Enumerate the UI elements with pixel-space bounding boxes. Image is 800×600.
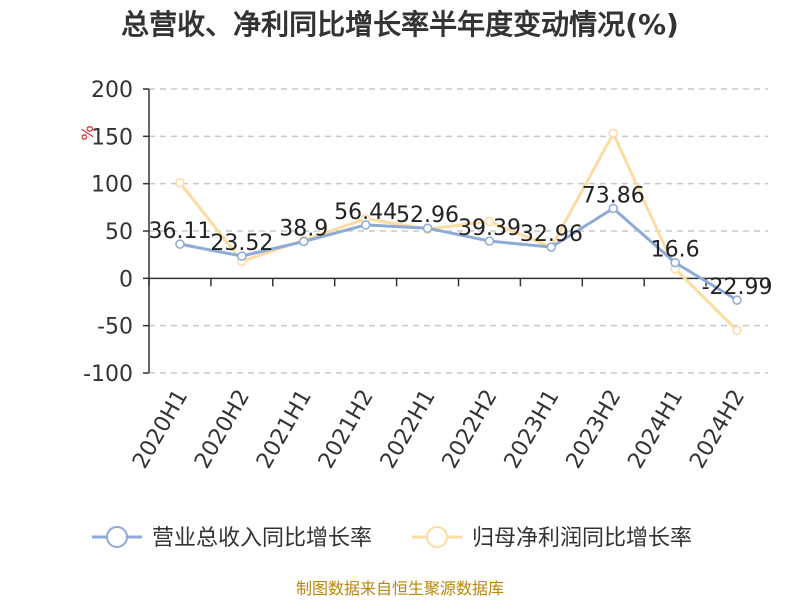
y-tick-label: 0 bbox=[119, 267, 133, 292]
series-1-point bbox=[484, 216, 495, 227]
series-0-point bbox=[422, 223, 433, 233]
data-label: 16.6 bbox=[651, 238, 700, 263]
x-tick-label: 2024H1 bbox=[623, 386, 688, 473]
y-tick-label: 150 bbox=[91, 125, 133, 150]
series-0-point bbox=[360, 220, 371, 230]
chart-title: 总营收、净利同比增长率半年度变动情况(%) bbox=[121, 8, 679, 41]
x-tick-label: 2022H2 bbox=[438, 386, 503, 473]
series-line-1 bbox=[178, 131, 739, 332]
source-note: 制图数据来自恒生聚源数据库 bbox=[296, 579, 504, 598]
legend-item-revenue[interactable]: 营业总收入同比增长率 bbox=[92, 526, 372, 551]
y-tick-label: -50 bbox=[97, 315, 133, 340]
series-0-point bbox=[732, 295, 742, 305]
legend-item-net-profit[interactable]: 归母净利润同比增长率 bbox=[412, 526, 692, 551]
x-tick-label: 2023H2 bbox=[562, 386, 627, 473]
y-tick-label: 100 bbox=[91, 173, 133, 198]
x-tick-label: 2021H1 bbox=[252, 386, 317, 473]
y-tick-label: 50 bbox=[105, 220, 133, 245]
data-label: 36.11 bbox=[148, 219, 211, 244]
legend-net-profit-label: 归母净利润同比增长率 bbox=[472, 526, 692, 551]
legend-revenue-label: 营业总收入同比增长率 bbox=[152, 526, 372, 551]
legend-revenue-marker bbox=[106, 526, 128, 548]
data-label: 38.9 bbox=[279, 217, 328, 242]
y-tick-label: 200 bbox=[91, 78, 133, 103]
x-tick-label: 2022H1 bbox=[376, 386, 441, 473]
data-label: 52.96 bbox=[396, 203, 459, 228]
data-label: -22.99 bbox=[702, 275, 773, 300]
series-1-point bbox=[732, 325, 742, 336]
data-label: 56.44 bbox=[334, 200, 397, 225]
series-0-point bbox=[546, 242, 557, 252]
series-0-point bbox=[484, 236, 495, 246]
data-label: 32.96 bbox=[520, 222, 583, 247]
legend-net-profit-marker bbox=[426, 526, 448, 548]
series-1-point bbox=[608, 128, 618, 139]
x-tick-label: 2024H2 bbox=[685, 386, 750, 473]
series-0-point bbox=[237, 251, 247, 261]
x-axis-ticks: 2020H12020H22021H12021H22022H12022H22023… bbox=[128, 278, 769, 473]
x-tick-label: 2020H1 bbox=[128, 386, 193, 473]
y-tick-label: -100 bbox=[83, 362, 133, 387]
x-tick-label: 2023H1 bbox=[500, 386, 565, 473]
series-group bbox=[175, 128, 742, 336]
grid bbox=[149, 88, 768, 374]
data-label: 23.52 bbox=[210, 231, 273, 256]
legend: 营业总收入同比增长率 归母净利润同比增长率 bbox=[92, 526, 692, 551]
series-0-point bbox=[175, 239, 185, 249]
series-line-0 bbox=[178, 206, 739, 302]
x-tick-label: 2020H2 bbox=[190, 386, 255, 473]
series-1-point bbox=[175, 177, 185, 188]
series-0-point bbox=[670, 257, 680, 268]
series-0-point bbox=[608, 203, 618, 214]
series-0-point bbox=[299, 236, 309, 247]
y-axis-unit: % bbox=[78, 125, 97, 140]
y-axis-ticks: -100 -50 0 50 100 150 200 bbox=[83, 78, 149, 387]
data-label: 39.39 bbox=[458, 216, 521, 241]
x-tick-label: 2021H2 bbox=[314, 386, 379, 473]
data-label: 73.86 bbox=[582, 183, 645, 208]
